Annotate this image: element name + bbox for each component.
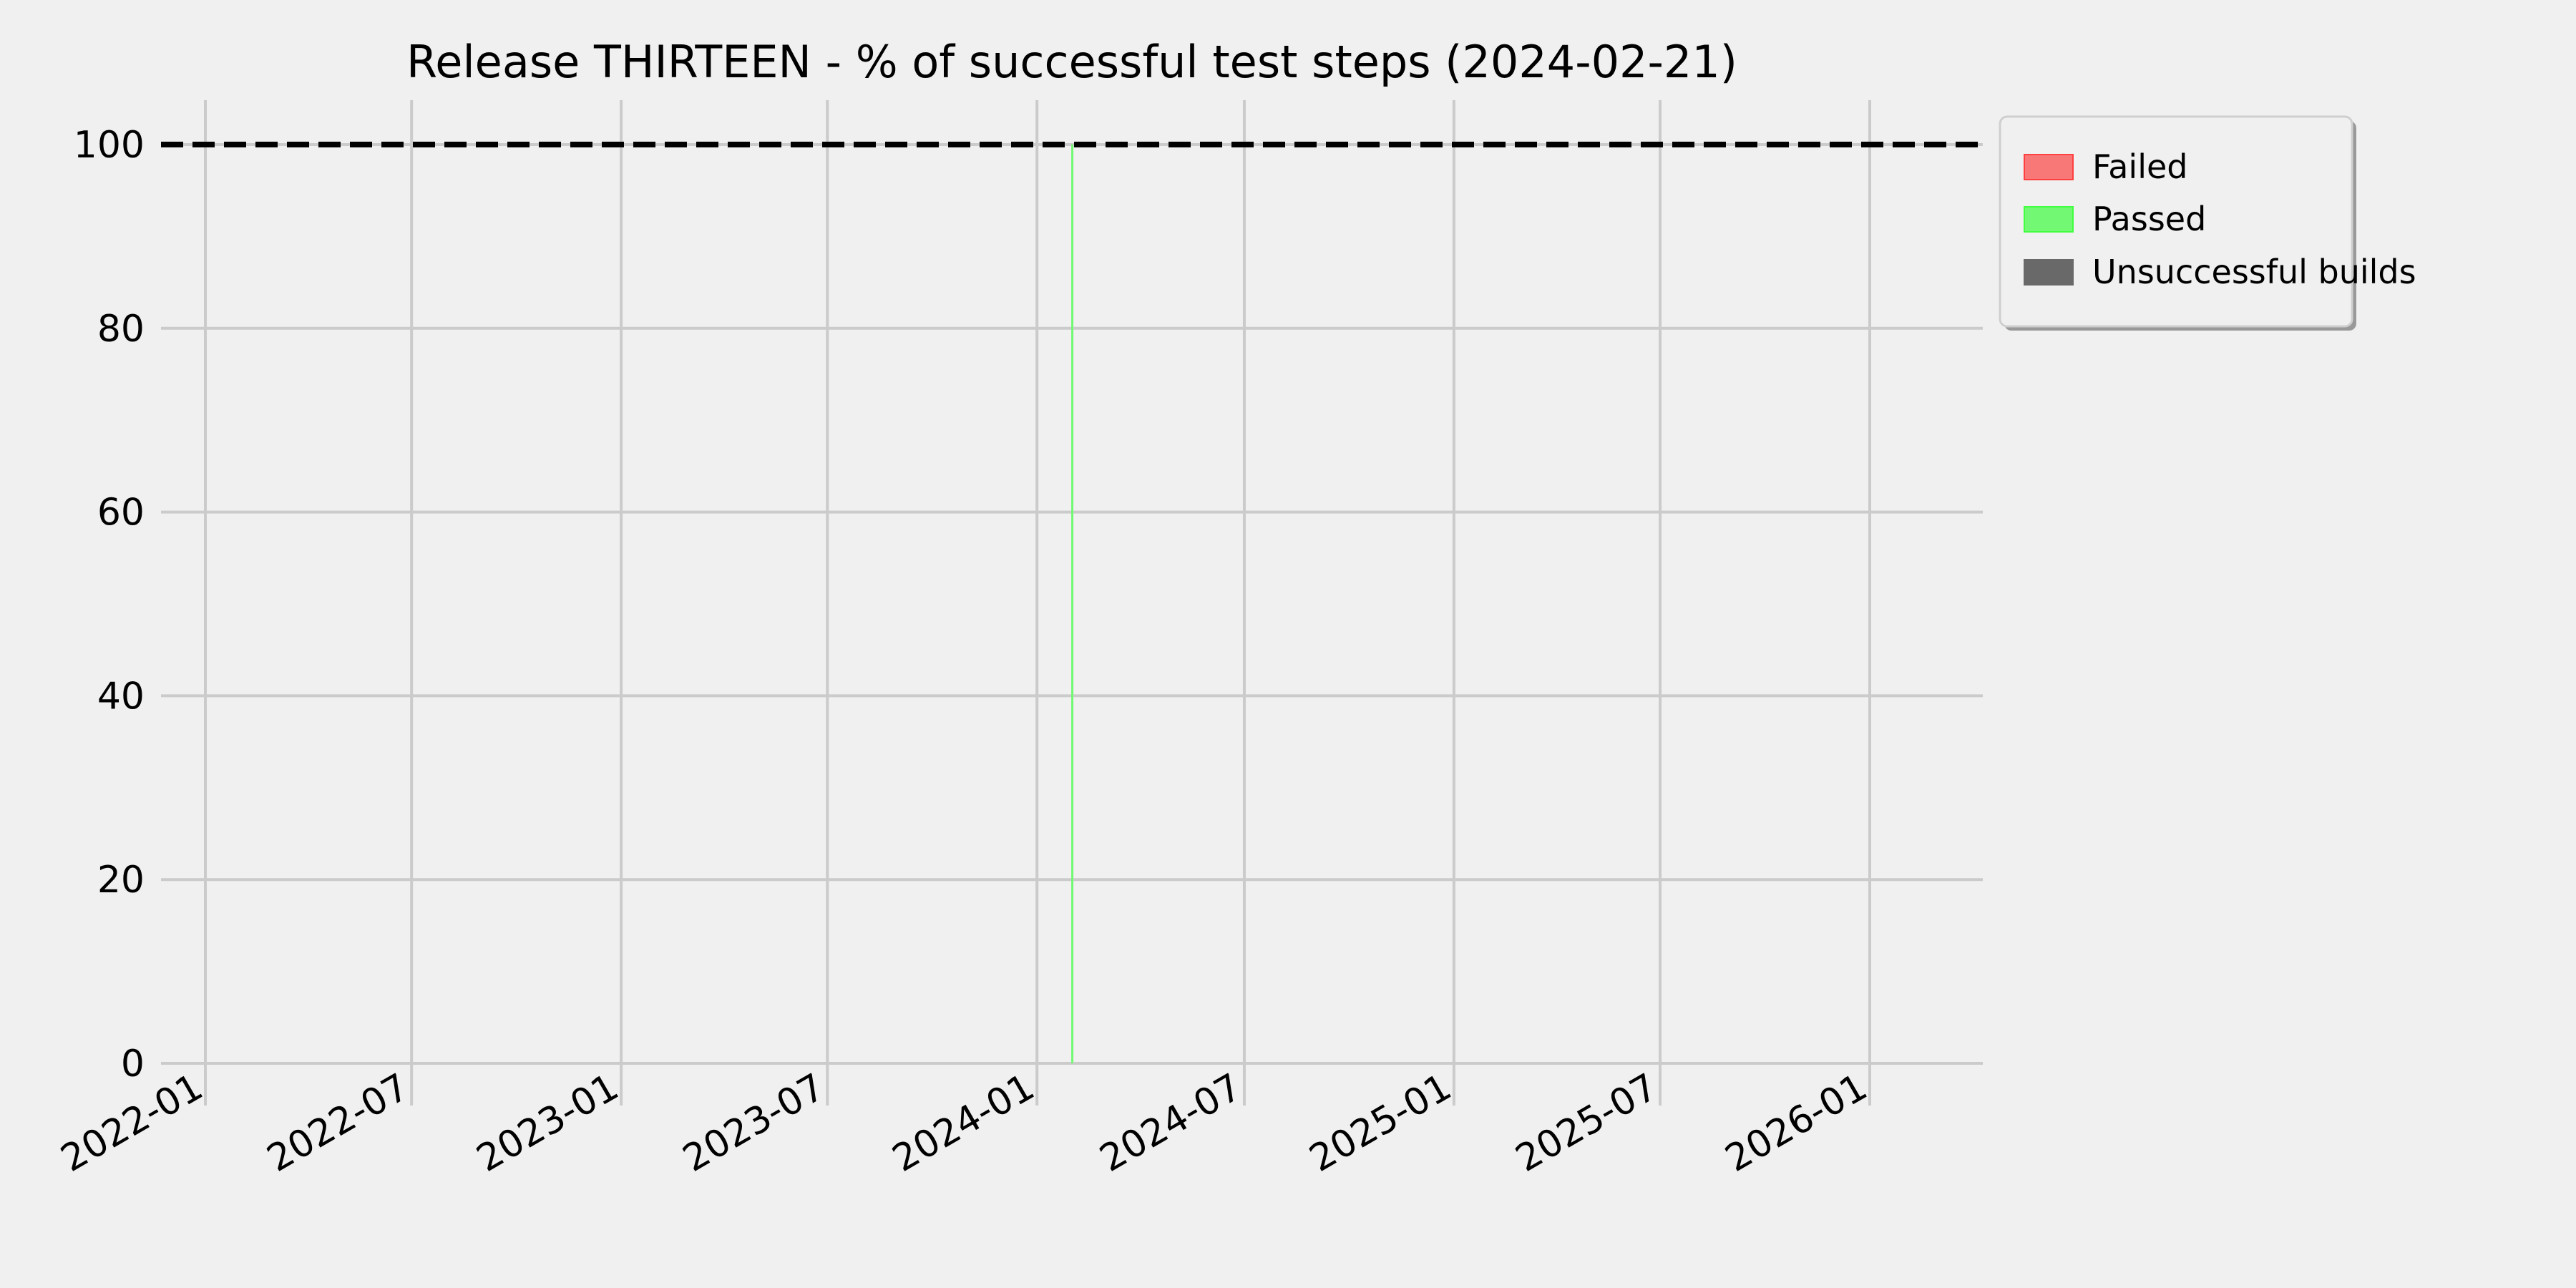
bar-passed <box>1071 145 1074 1063</box>
legend-swatch <box>2024 259 2074 286</box>
y-tick-label: 0 <box>121 1043 145 1085</box>
legend-label: Failed <box>2092 147 2188 186</box>
y-tick-label: 40 <box>97 675 145 718</box>
legend-swatch <box>2024 206 2074 233</box>
y-axis: 0 20 40 60 80 100 <box>74 124 145 1085</box>
y-tick-label: 20 <box>97 859 145 902</box>
chart-title: Release THIRTEEN - % of successful test … <box>406 36 1737 88</box>
legend-label: Unsuccessful builds <box>2092 253 2416 291</box>
y-tick-label: 100 <box>74 124 145 167</box>
legend-box <box>1999 115 2353 328</box>
data-marks <box>161 142 1983 1063</box>
legend: Failed Passed Unsuccessful builds <box>1999 115 2416 331</box>
y-tick-label: 60 <box>97 492 145 535</box>
legend-label: Passed <box>2092 200 2206 238</box>
legend-swatch <box>2024 154 2074 180</box>
y-tick-label: 80 <box>97 308 145 351</box>
